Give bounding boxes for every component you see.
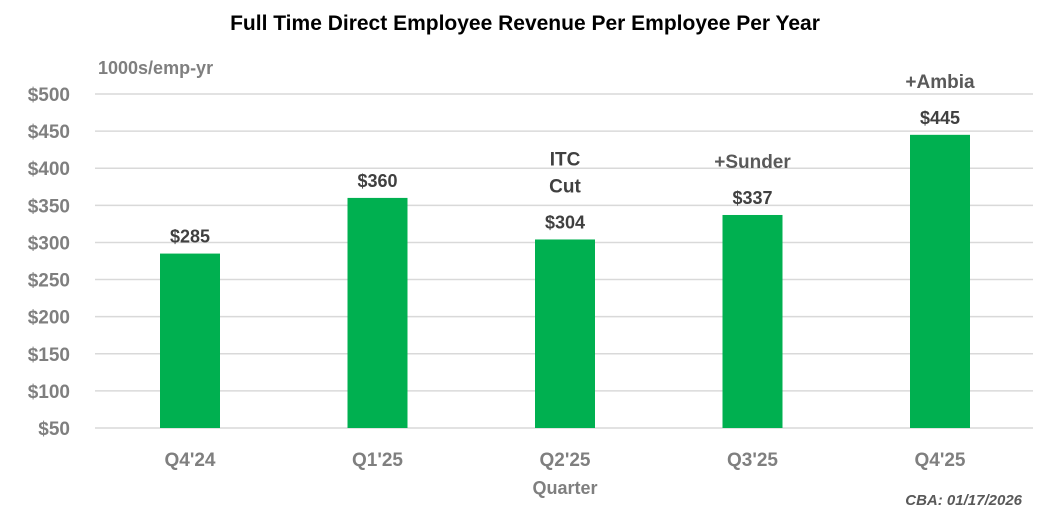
x-tick-label: Q1'25	[352, 450, 403, 471]
annotation-text: Cut	[549, 176, 581, 197]
x-tick-label: Q4'24	[165, 450, 216, 471]
data-label: $285	[170, 227, 210, 247]
data-label: $445	[920, 108, 960, 128]
bars	[160, 134, 970, 429]
x-axis-label: Quarter	[532, 478, 597, 498]
footnote: CBA: 01/17/2026	[905, 492, 1022, 509]
x-tick-label: Q4'25	[915, 450, 966, 471]
chart-title: Full Time Direct Employee Revenue Per Em…	[230, 12, 820, 35]
bar	[535, 239, 595, 428]
y-tick-label: $150	[28, 345, 70, 366]
data-label: $337	[732, 188, 772, 208]
data-labels: $285 $360 $304 $337 $445	[170, 108, 960, 247]
bar	[160, 253, 220, 428]
unit-label: 1000s/emp-yr	[98, 58, 213, 78]
x-tick-label: Q2'25	[540, 450, 591, 471]
y-tick-label: $400	[28, 159, 70, 180]
annotation-text: +Sunder	[714, 152, 791, 173]
annotation-text: ITC	[550, 149, 581, 170]
x-tick-label: Q3'25	[727, 450, 778, 471]
bar	[347, 197, 408, 428]
annotations: ITC Cut +Sunder +Ambia	[549, 72, 975, 198]
y-tick-label: $200	[28, 308, 70, 329]
y-tick-label: $100	[28, 382, 70, 403]
y-tick-label: $350	[28, 196, 70, 217]
bar	[722, 214, 783, 428]
data-label: $360	[357, 171, 397, 191]
y-tick-label: $500	[28, 85, 70, 106]
bar	[910, 134, 970, 429]
y-tick-label: $450	[28, 122, 70, 143]
data-label: $304	[545, 212, 585, 232]
y-tick-label: $250	[28, 271, 70, 292]
y-axis-ticks: $50 $100 $150 $200 $250 $300 $350 $400 $450 $500	[28, 85, 70, 440]
y-tick-label: $300	[28, 233, 70, 254]
x-axis-ticks: Q4'24 Q1'25 Q2'25 Q3'25 Q4'25	[165, 450, 966, 471]
y-tick-label: $50	[38, 419, 70, 440]
annotation-text: +Ambia	[905, 72, 975, 93]
